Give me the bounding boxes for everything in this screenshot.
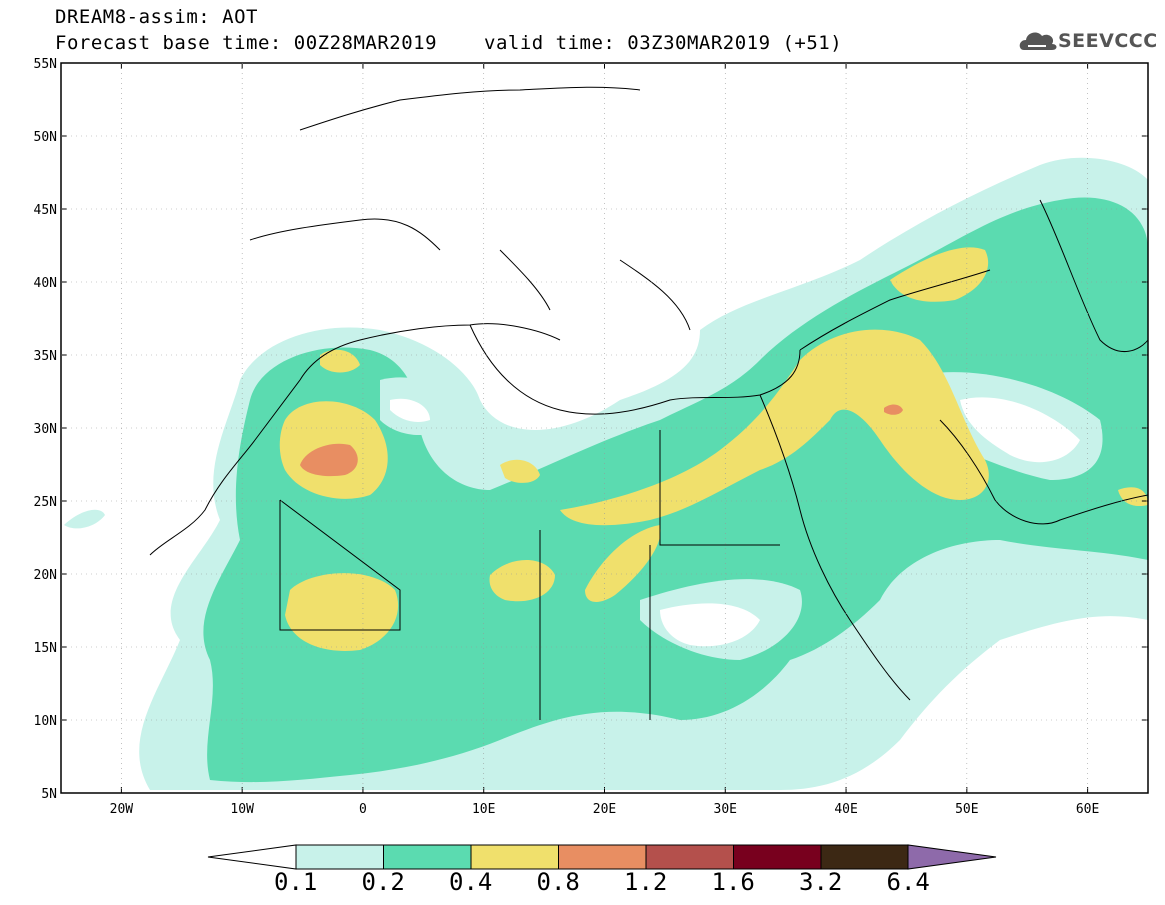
colorbar-swatch — [558, 844, 647, 870]
lat-label: 35N — [34, 349, 57, 364]
colorbar-label: 0.1 — [274, 868, 318, 896]
lon-label: 60E — [1076, 802, 1099, 817]
lat-label: 55N — [34, 57, 57, 72]
colorbar-high-arrow — [907, 844, 997, 870]
colorbar-label: 1.2 — [624, 868, 668, 896]
colorbar-swatch — [470, 844, 559, 870]
colorbar-label: 0.4 — [449, 868, 493, 896]
forecast-base-time: Forecast base time: 00Z28MAR2019 — [55, 32, 438, 54]
seevccc-logo-text: SEEVCCC — [1058, 30, 1158, 52]
lon-label: 10W — [230, 802, 254, 817]
lat-label: 40N — [34, 276, 57, 291]
lon-label: 0 — [359, 802, 367, 817]
colorbar-swatch — [820, 844, 909, 870]
aot-contours — [64, 157, 1148, 790]
lon-label: 30E — [714, 802, 737, 817]
lon-label: 40E — [834, 802, 857, 817]
colorbar-swatch — [295, 844, 384, 870]
latitude-axis: 55N 50N 45N 40N 35N 30N 25N 20N 15N 10N 5N — [34, 57, 1148, 802]
lat-label: 20N — [34, 568, 57, 583]
valid-time: valid time: 03Z30MAR2019 (+51) — [484, 32, 843, 54]
lat-label: 15N — [34, 641, 57, 656]
lat-label: 30N — [34, 422, 57, 437]
lat-label: 45N — [34, 203, 57, 218]
lat-label: 5N — [41, 787, 57, 802]
colorbar-low-arrow — [207, 844, 297, 870]
lon-label: 50E — [955, 802, 978, 817]
colorbar — [207, 844, 997, 870]
colorbar-label: 0.8 — [536, 868, 580, 896]
colorbar-swatch — [733, 844, 822, 870]
map-title: DREAM8-assim: AOT — [55, 6, 258, 28]
colorbar-label: 3.2 — [799, 868, 843, 896]
lon-label: 20E — [593, 802, 616, 817]
lat-label: 10N — [34, 714, 57, 729]
coastlines — [149, 86, 1148, 720]
colorbar-label: 6.4 — [886, 868, 930, 896]
lat-label: 25N — [34, 495, 57, 510]
lat-label: 50N — [34, 130, 57, 145]
colorbar-swatch — [383, 844, 472, 870]
lon-label: 10E — [472, 802, 495, 817]
colorbar-label: 0.2 — [361, 868, 405, 896]
colorbar-swatch — [645, 844, 734, 870]
gridlines — [61, 63, 1148, 793]
cloud-icon — [1019, 32, 1057, 50]
lon-label: 20W — [110, 802, 134, 817]
colorbar-label: 1.6 — [711, 868, 755, 896]
